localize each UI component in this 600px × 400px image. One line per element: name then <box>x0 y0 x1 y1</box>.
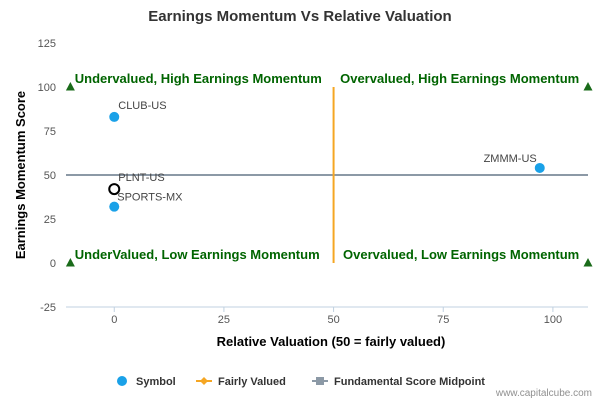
data-point-label: SPORTS-MX <box>117 192 183 204</box>
y-axis-title: Earnings Momentum Score <box>13 91 28 259</box>
corner-marker <box>583 258 593 267</box>
data-point <box>109 201 120 212</box>
x-tick-label: 0 <box>111 314 117 326</box>
x-tick-label: 50 <box>327 314 339 326</box>
legend: Symbol Fairly Valued Fundamental Score Mid… <box>117 376 485 388</box>
corner-marker <box>65 82 75 91</box>
y-tick-label: 125 <box>38 38 56 50</box>
data-point-label: ZMMM-US <box>484 153 537 165</box>
chart-title: Earnings Momentum Vs Relative Valuation <box>148 8 451 25</box>
x-tick-label: 25 <box>218 314 230 326</box>
data-point <box>534 162 545 173</box>
data-point <box>108 183 121 196</box>
legend-diamond-icon <box>200 377 208 385</box>
x-axis-title: Relative Valuation (50 = fairly valued) <box>217 334 446 349</box>
corner-marker <box>583 82 593 91</box>
corner-marker <box>65 258 75 267</box>
y-tick-label: 75 <box>44 126 56 138</box>
legend-label: Fundamental Score Midpoint <box>334 376 485 388</box>
y-tick-label: 25 <box>44 214 56 226</box>
data-point <box>109 111 120 122</box>
data-point-label: CLUB-US <box>118 100 166 112</box>
legend-label: Symbol <box>136 376 176 388</box>
y-tick-label: -25 <box>40 302 56 314</box>
plot-area: 0 25 50 75 100 -25 0 25 50 75 100 125 Undervalued, H… <box>38 38 593 326</box>
quadrant-label: Overvalued, Low Earnings Momentum <box>343 247 579 262</box>
quadrant-label: UnderValued, Low Earnings Momentum <box>75 247 320 262</box>
legend-symbol-icon <box>117 376 127 386</box>
data-point-label: PLNT-US <box>118 172 164 184</box>
quadrant-label: Undervalued, High Earnings Momentum <box>75 71 322 86</box>
x-tick-label: 75 <box>437 314 449 326</box>
legend-square-icon <box>316 377 324 385</box>
quadrant-label: Overvalued, High Earnings Momentum <box>340 71 579 86</box>
y-tick-label: 50 <box>44 170 56 182</box>
x-tick-label: 100 <box>544 314 562 326</box>
credit-text: www.capitalcube.com <box>495 388 592 399</box>
y-tick-label: 0 <box>50 258 56 270</box>
legend-label: Fairly Valued <box>218 376 286 388</box>
y-tick-label: 100 <box>38 82 56 94</box>
